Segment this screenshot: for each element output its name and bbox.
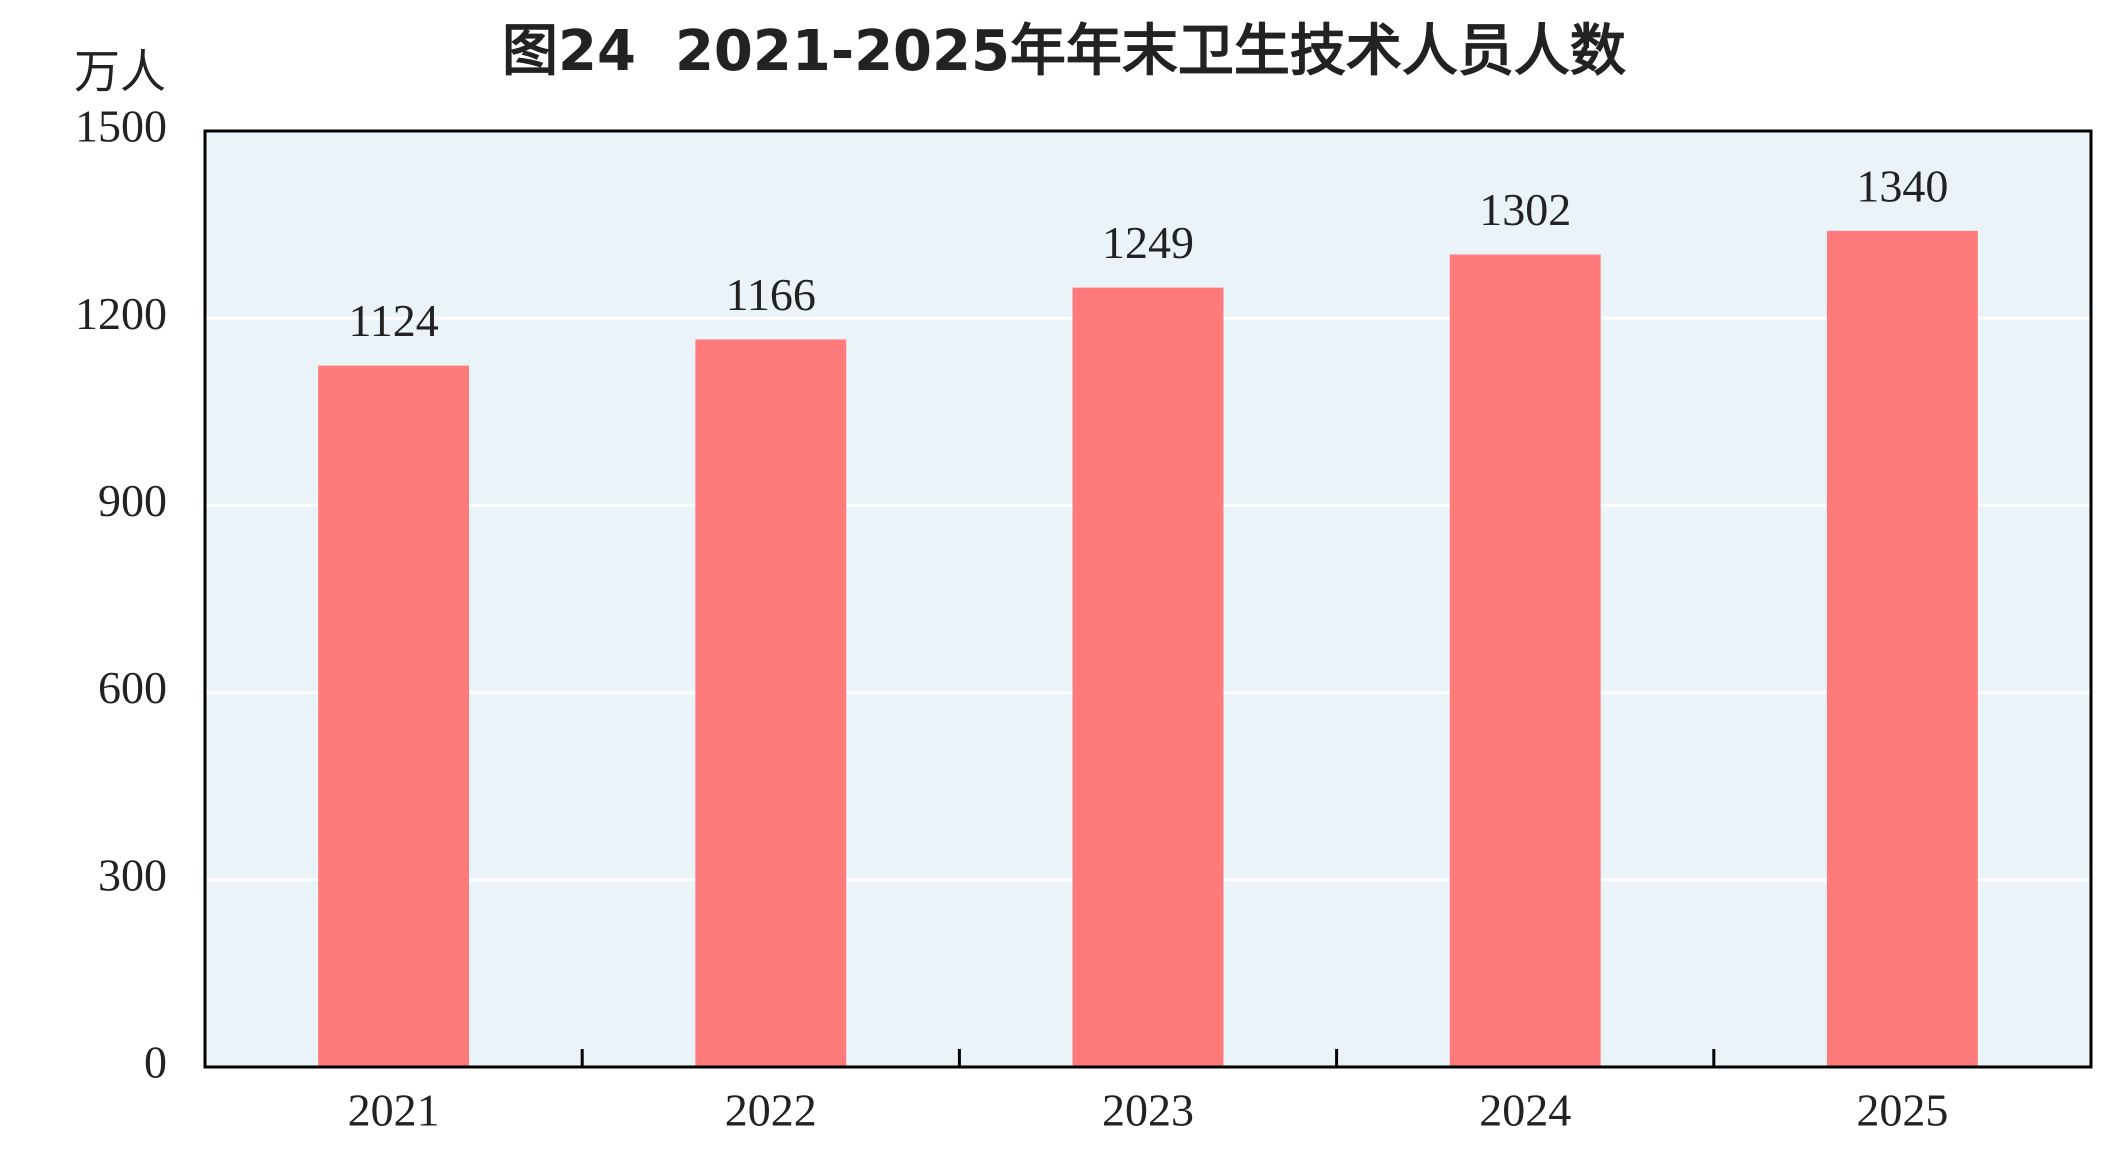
y-tick-label: 600 [98,662,167,713]
x-tick-label: 2022 [725,1085,817,1136]
bar [1449,254,1601,1067]
chart-title: 图24 2021-2025年年末卫生技术人员人数 [502,19,1626,84]
x-tick-label: 2023 [1102,1085,1194,1136]
x-tick-label: 2024 [1479,1085,1571,1136]
x-tick-label: 2021 [348,1085,440,1136]
bar [1826,230,1978,1068]
y-axis-label: 万人 [74,45,166,99]
bar [695,339,847,1067]
value-label: 1302 [1479,184,1571,235]
bar [318,365,470,1067]
y-tick-label: 1200 [75,288,167,339]
y-tick-label: 1500 [75,101,167,152]
plot-border [203,129,2093,1069]
x-tick-label: 2025 [1856,1085,1948,1136]
bar [1072,287,1224,1067]
y-tick-label: 900 [98,475,167,526]
y-tick-label: 300 [98,849,167,900]
value-label: 1249 [1102,217,1194,268]
y-tick-label: 0 [144,1037,167,1088]
value-label: 1166 [726,269,816,320]
value-label: 1124 [348,295,438,346]
value-label: 1340 [1856,160,1948,211]
